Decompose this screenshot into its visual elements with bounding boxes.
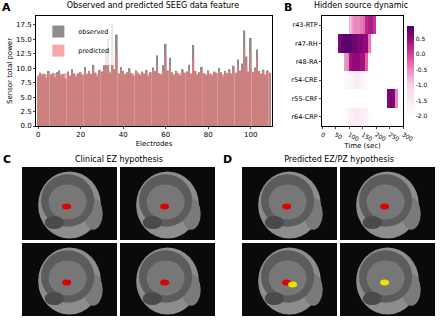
svg-text:40: 40 xyxy=(119,131,128,139)
svg-text:150: 150 xyxy=(361,131,375,143)
svg-text:60: 60 xyxy=(161,131,170,139)
svg-text:100: 100 xyxy=(244,131,257,139)
svg-text:Observed and predicted SEEG da: Observed and predicted SEEG data feature xyxy=(67,1,240,10)
svg-text:7.5: 7.5 xyxy=(20,79,31,87)
svg-text:200: 200 xyxy=(374,131,388,143)
svg-text:250: 250 xyxy=(388,131,402,143)
svg-text:r54-CRE: r54-CRE xyxy=(291,76,317,84)
svg-text:predicted: predicted xyxy=(78,47,109,55)
svg-text:15.0: 15.0 xyxy=(16,36,32,44)
svg-text:100: 100 xyxy=(347,131,361,143)
svg-text:-1.0: -1.0 xyxy=(416,81,428,88)
html-text:A: A xyxy=(2,1,11,14)
svg-text:D: D xyxy=(223,153,232,166)
svg-text:r55-CRF: r55-CRF xyxy=(292,95,318,103)
svg-text:r43-RTP: r43-RTP xyxy=(292,21,317,29)
svg-text:20: 20 xyxy=(76,131,85,139)
svg-text:0.0: 0.0 xyxy=(20,122,31,130)
svg-text:10.0: 10.0 xyxy=(16,65,32,73)
svg-text:Sensor total power: Sensor total power xyxy=(6,38,14,104)
svg-text:r64-CRP: r64-CRP xyxy=(291,113,317,121)
svg-text:observed: observed xyxy=(78,28,108,36)
svg-text:12.5: 12.5 xyxy=(16,50,32,58)
svg-text:2.5: 2.5 xyxy=(20,108,31,116)
svg-text:Electrodes: Electrodes xyxy=(136,140,173,148)
svg-text:Time (sec): Time (sec) xyxy=(343,142,381,150)
svg-text:5.0: 5.0 xyxy=(20,94,31,102)
svg-text:Clinical EZ hypothesis: Clinical EZ hypothesis xyxy=(75,155,163,164)
svg-text:80: 80 xyxy=(204,131,213,139)
svg-text:-2.0: -2.0 xyxy=(416,112,428,119)
svg-text:0: 0 xyxy=(36,131,40,139)
svg-text:0: 0 xyxy=(320,131,327,139)
svg-text:r48-RA: r48-RA xyxy=(296,58,319,66)
svg-text:Predicted EZ/PZ hypothesis: Predicted EZ/PZ hypothesis xyxy=(284,155,394,164)
svg-text:Hidden source dynamic: Hidden source dynamic xyxy=(314,1,408,10)
svg-text:50: 50 xyxy=(334,131,344,141)
svg-text:r47-RH: r47-RH xyxy=(295,40,318,48)
svg-text:-1.5: -1.5 xyxy=(416,97,428,104)
svg-text:17.5: 17.5 xyxy=(16,21,32,29)
html-text:B: B xyxy=(284,1,293,14)
svg-text:-0.5: -0.5 xyxy=(416,66,428,73)
svg-text:300: 300 xyxy=(401,131,415,143)
svg-text:C: C xyxy=(3,153,11,166)
svg-text:0.5: 0.5 xyxy=(416,35,426,42)
svg-text:0.0: 0.0 xyxy=(416,50,426,57)
